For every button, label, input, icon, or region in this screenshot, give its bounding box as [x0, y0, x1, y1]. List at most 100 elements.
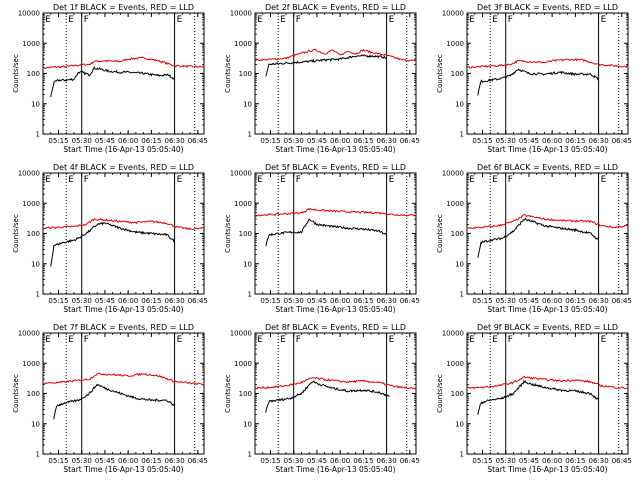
y-tick-label: 10 [455, 420, 464, 428]
x-tick-label: 05:30 [496, 297, 516, 305]
panel-title: Det 9f BLACK = Events, RED = LLD [477, 323, 618, 332]
x-tick-label: 06:00 [118, 457, 138, 465]
y-tick-label: 1 [36, 451, 40, 459]
lld-series-line [466, 214, 629, 230]
events-series-line [265, 380, 390, 413]
x-tick-label: 05:45 [519, 137, 539, 145]
start-marker-label-left: E [45, 175, 51, 185]
end-marker-label: E [177, 175, 183, 185]
plot-frame [42, 332, 205, 455]
start-marker-label-left: E [257, 15, 263, 25]
plot-frame [42, 172, 205, 295]
x-tick-label: 06:45 [400, 137, 420, 145]
x-tick-label: 05:15 [472, 137, 492, 145]
x-tick-label: 06:30 [164, 457, 184, 465]
panel-det-7f: Det 7f BLACK = Events, RED = LLD 1 10 100 10… [12, 323, 208, 474]
x-tick-label: 06:45 [188, 297, 208, 305]
events-series-line [477, 68, 599, 96]
y-tick-label: 10000 [442, 330, 464, 338]
y-tick-label: 10000 [18, 170, 40, 178]
panel-det-4f: Det 4f BLACK = Events, RED = LLD 1 10 100 10… [12, 163, 208, 314]
x-tick-label: 05:45 [519, 297, 539, 305]
plot-frame [466, 332, 629, 455]
x-tick-label: 06:45 [612, 137, 632, 145]
y-tick-label: 10000 [230, 330, 252, 338]
x-axis-label: Start Time (16-Apr-13 05:05:40) [487, 305, 607, 314]
flare-marker-label: F [296, 175, 301, 185]
x-tick-label: 05:15 [260, 457, 280, 465]
x-tick-label: 05:15 [48, 297, 68, 305]
panel-det-9f: Det 9f BLACK = Events, RED = LLD 1 10 100 10… [436, 323, 632, 474]
y-tick-label: 1 [36, 131, 40, 139]
x-tick-label: 05:45 [307, 297, 327, 305]
end-marker-label: E [601, 15, 607, 25]
y-axis-label: Counts/sec [224, 54, 232, 93]
y-axis-label: Counts/sec [436, 374, 444, 413]
x-tick-label: 06:30 [376, 137, 396, 145]
panel-det-3f: Det 3f BLACK = Events, RED = LLD 1 10 100 10… [436, 3, 632, 154]
x-tick-label: 06:30 [164, 137, 184, 145]
events-series-line [477, 217, 599, 258]
x-tick-label: 06:45 [188, 457, 208, 465]
start-marker-label-left: E [45, 335, 51, 345]
end-marker-label: E [177, 335, 183, 345]
flare-marker-label: F [84, 335, 89, 345]
x-tick-label: 06:00 [330, 137, 350, 145]
y-tick-label: 10000 [18, 330, 40, 338]
lld-series-line [254, 376, 417, 390]
panel-title: Det 3f BLACK = Events, RED = LLD [477, 3, 618, 12]
events-series-line [477, 379, 599, 416]
end-marker-label: E [389, 175, 395, 185]
x-tick-label: 06:15 [565, 457, 585, 465]
y-tick-label: 1 [460, 451, 464, 459]
y-axis-label: Counts/sec [436, 214, 444, 253]
x-tick-label: 05:30 [72, 297, 92, 305]
end-marker-label: E [601, 335, 607, 345]
x-tick-label: 06:15 [141, 457, 161, 465]
panel-det-8f: Det 8f BLACK = Events, RED = LLD 1 10 100 10… [224, 323, 420, 474]
end-marker-label: E [389, 15, 395, 25]
y-tick-label: 10 [455, 100, 464, 108]
start-marker-label: E [280, 335, 286, 345]
start-marker-label-left: E [469, 175, 475, 185]
panel-title: Det 2f BLACK = Events, RED = LLD [265, 3, 406, 12]
x-tick-label: 06:30 [376, 457, 396, 465]
plot-frame [466, 172, 629, 295]
flare-marker-label: F [508, 15, 513, 25]
x-axis-label: Start Time (16-Apr-13 05:05:40) [275, 305, 395, 314]
x-tick-label: 06:00 [542, 297, 562, 305]
plot-frame [42, 12, 205, 135]
x-tick-label: 05:15 [48, 457, 68, 465]
panel-title: Det 5f BLACK = Events, RED = LLD [265, 163, 406, 172]
y-tick-label: 1000 [22, 200, 40, 208]
x-tick-label: 06:45 [188, 137, 208, 145]
x-tick-label: 05:45 [95, 297, 115, 305]
y-tick-label: 100 [27, 390, 40, 398]
y-tick-label: 10 [243, 260, 252, 268]
x-tick-label: 06:30 [164, 297, 184, 305]
end-marker-label: E [601, 175, 607, 185]
plot-frame [254, 12, 417, 135]
lld-series-line [42, 372, 205, 386]
panel-title: Det 1f BLACK = Events, RED = LLD [53, 3, 194, 12]
y-tick-label: 100 [27, 70, 40, 78]
x-tick-label: 06:15 [353, 457, 373, 465]
events-series-line [265, 218, 387, 247]
lld-series-line [254, 207, 416, 217]
x-tick-label: 06:00 [330, 457, 350, 465]
y-tick-label: 10 [31, 420, 40, 428]
x-tick-label: 06:00 [118, 137, 138, 145]
y-axis-label: Counts/sec [12, 214, 20, 253]
start-marker-label-left: E [257, 335, 263, 345]
y-tick-label: 1000 [234, 360, 252, 368]
y-tick-label: 1 [460, 131, 464, 139]
x-tick-label: 05:15 [260, 137, 280, 145]
x-axis-label: Start Time (16-Apr-13 05:05:40) [63, 305, 183, 314]
start-marker-label: E [68, 335, 74, 345]
flare-marker-label: F [296, 335, 301, 345]
lld-series-line [42, 56, 205, 70]
flare-marker-label: F [84, 15, 89, 25]
flare-marker-label: F [296, 15, 301, 25]
x-tick-label: 06:00 [118, 297, 138, 305]
x-axis-label: Start Time (16-Apr-13 05:05:40) [275, 145, 395, 154]
